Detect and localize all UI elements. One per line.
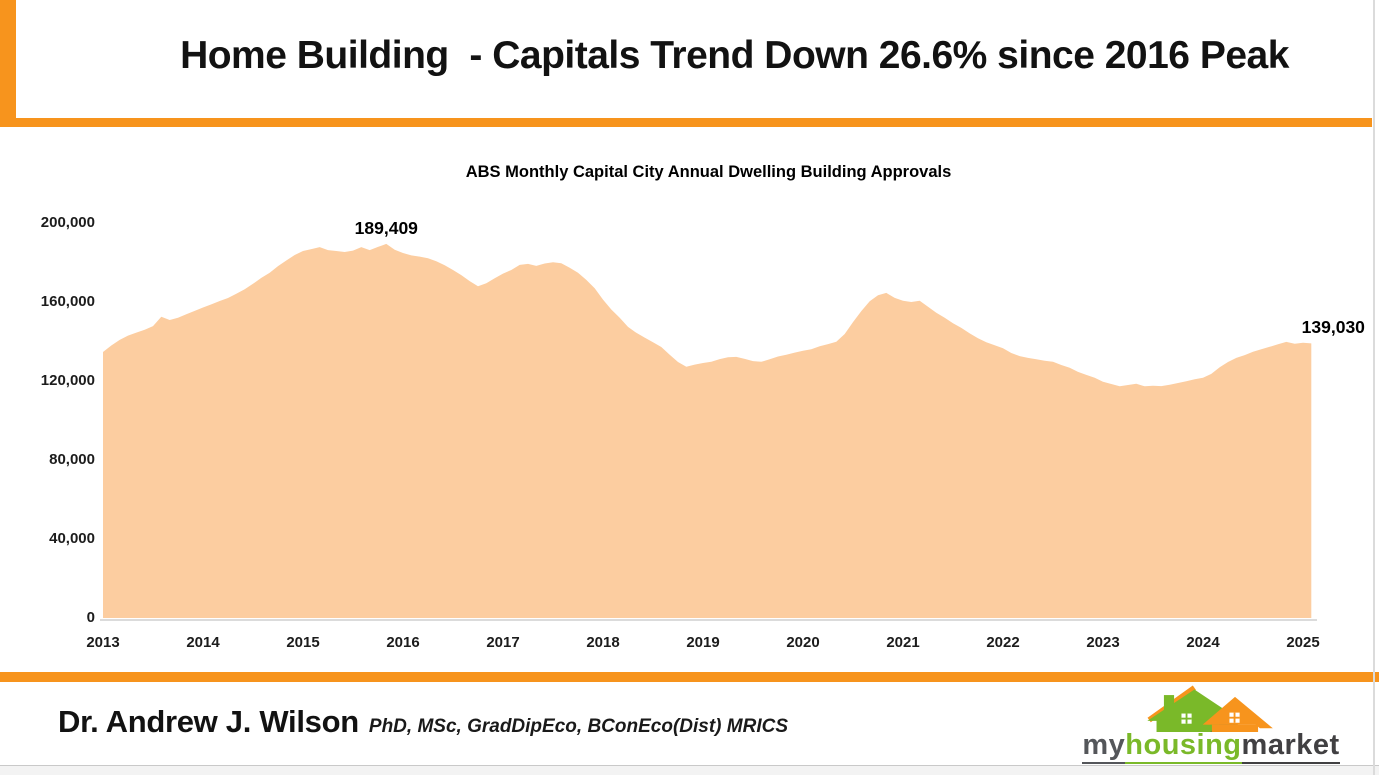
page-title: Home Building - Capitals Trend Down 26.6… — [180, 34, 1289, 77]
x-tick-label: 2014 — [186, 634, 220, 651]
myhousingmarket-logo: myhousingmarket — [1077, 684, 1345, 764]
x-tick-label: 2025 — [1286, 634, 1320, 651]
author-credentials: PhD, MSc, GradDipEco, BConEco(Dist) MRIC… — [368, 716, 788, 737]
x-axis-line — [100, 619, 1317, 621]
y-tick-label: 40,000 — [49, 530, 95, 547]
x-tick-label: 2023 — [1086, 634, 1120, 651]
y-tick-label: 200,000 — [40, 214, 95, 231]
logo-word-my: my — [1082, 729, 1126, 764]
x-tick-label: 2015 — [286, 634, 320, 651]
x-tick-label: 2022 — [986, 634, 1020, 651]
y-tick-label: 80,000 — [49, 451, 95, 468]
header-accent-bottom-bar — [0, 118, 1372, 127]
x-tick-label: 2020 — [786, 634, 820, 651]
author-line: Dr. Andrew J. Wilson PhD, MSc, GradDipEc… — [58, 704, 788, 740]
right-edge-line — [1373, 0, 1375, 775]
logo-wordmark: myhousingmarket — [1077, 729, 1345, 764]
x-tick-label: 2017 — [486, 634, 520, 651]
y-tick-label: 120,000 — [40, 372, 95, 389]
area-series — [103, 243, 1312, 618]
latest-value-label: 139,030 — [1301, 317, 1365, 338]
bottom-edge-strip — [0, 765, 1379, 775]
chart-title: ABS Monthly Capital City Annual Dwelling… — [465, 163, 952, 181]
logo-word-housing: housing — [1125, 729, 1242, 764]
x-tick-label: 2018 — [586, 634, 620, 651]
header-accent-left-bar — [0, 0, 16, 127]
y-tick-label: 0 — [86, 609, 95, 626]
x-tick-label: 2021 — [886, 634, 920, 651]
area-chart — [103, 243, 1312, 618]
x-tick-label: 2016 — [386, 634, 420, 651]
y-tick-label: 160,000 — [40, 293, 95, 310]
footer-accent-bar — [0, 672, 1379, 682]
author-name: Dr. Andrew J. Wilson — [58, 704, 359, 739]
peak-value-label: 189,409 — [354, 217, 418, 238]
x-tick-label: 2013 — [86, 634, 120, 651]
x-tick-label: 2024 — [1186, 634, 1220, 651]
houses-icon — [1147, 685, 1273, 732]
x-tick-label: 2019 — [686, 634, 720, 651]
logo-word-market: market — [1241, 729, 1340, 764]
